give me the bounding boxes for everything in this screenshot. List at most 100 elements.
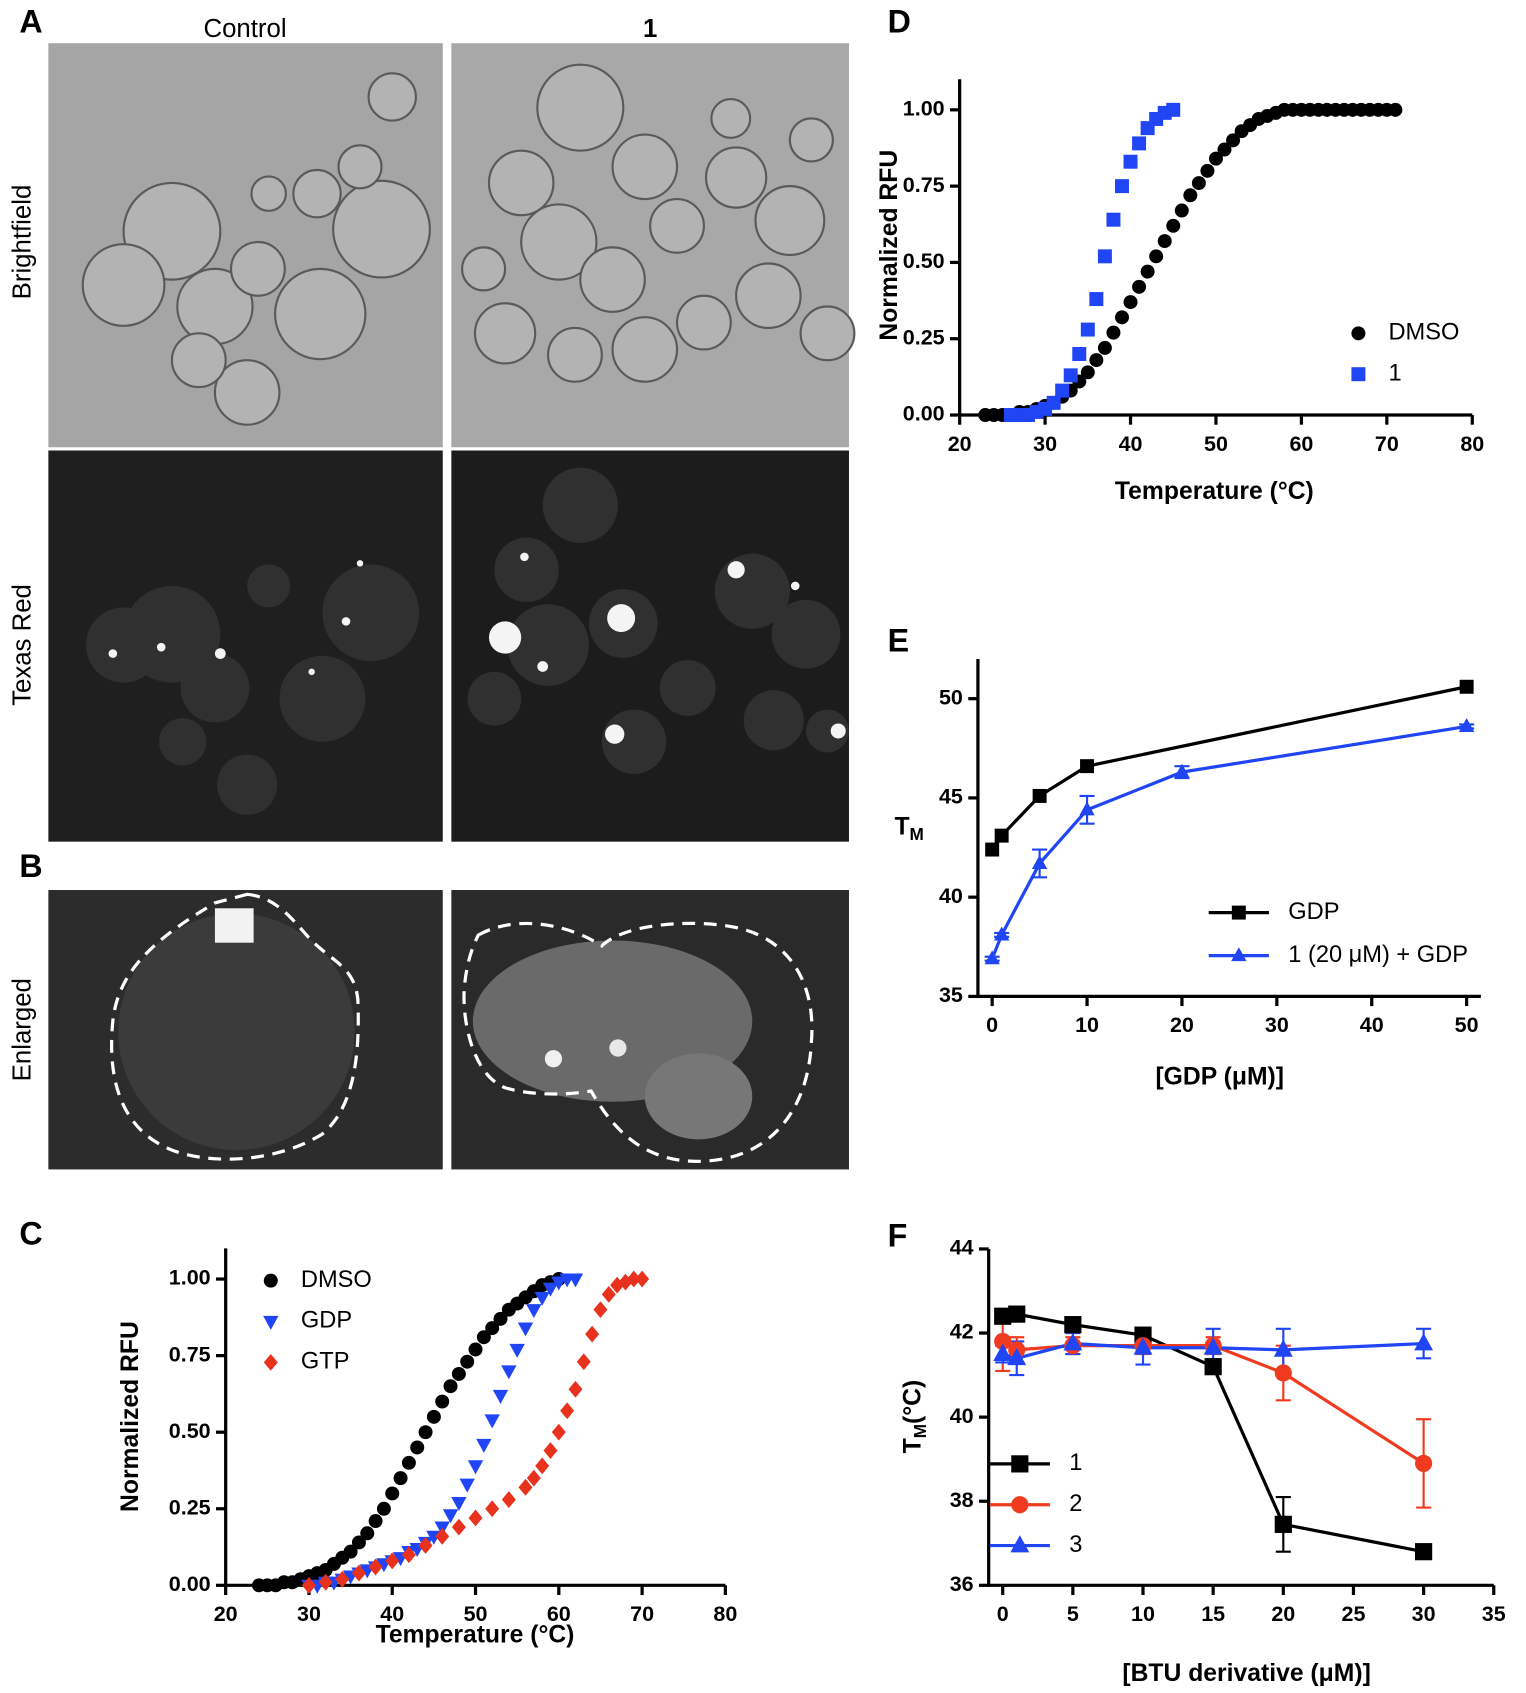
bright-spot	[544, 1050, 563, 1068]
y-axis-title: Normalized RFU	[875, 150, 902, 341]
point	[501, 1365, 517, 1380]
x-tick-label: 40	[380, 1602, 404, 1626]
point	[1080, 759, 1095, 774]
x-tick-label: 30	[1412, 1602, 1436, 1626]
y-tick-label: 0.00	[169, 1572, 211, 1596]
x-tick-label: 80	[713, 1602, 737, 1626]
point	[1123, 295, 1138, 310]
legend-label: 3	[1069, 1532, 1082, 1558]
y-tick-label: 40	[939, 884, 963, 908]
x-tick-label: 70	[1375, 432, 1399, 456]
y-tick-label: 36	[950, 1572, 974, 1596]
y-axis-title: Normalized RFU	[117, 1321, 144, 1512]
y-axis-title-main: T	[899, 1438, 926, 1453]
legend: DMSO GDP GTP	[301, 1267, 372, 1375]
point	[484, 1414, 500, 1429]
point	[517, 1322, 534, 1337]
bright-spot	[214, 908, 254, 943]
x-axis-title: [GDP (μM)]	[1155, 1064, 1284, 1091]
point	[542, 1282, 559, 1297]
x-tick-label: 25	[1342, 1602, 1366, 1626]
point	[551, 1423, 566, 1441]
point	[1274, 1515, 1292, 1533]
point	[994, 1332, 1012, 1351]
legend-label: GDP	[301, 1308, 352, 1334]
point	[534, 1291, 550, 1306]
y-tick-label: 0.75	[169, 1342, 211, 1366]
x-tick-label: 0	[986, 1013, 998, 1037]
y-tick-label: 0.25	[903, 325, 945, 349]
legend-marker	[263, 1315, 279, 1330]
point	[476, 1330, 491, 1345]
point	[1079, 801, 1095, 816]
bright-spots	[108, 552, 846, 744]
legend: DMSO 1	[1388, 320, 1459, 387]
point	[1132, 279, 1147, 294]
point	[1415, 1543, 1433, 1561]
x-tick-label: 30	[1033, 432, 1057, 456]
micrographs	[48, 43, 856, 1170]
legend-label: 1	[1069, 1450, 1082, 1476]
x-tick-label: 10	[1131, 1602, 1155, 1626]
point	[418, 1537, 433, 1554]
point	[360, 1526, 375, 1541]
point	[492, 1389, 509, 1404]
point	[985, 842, 1000, 857]
point	[1008, 1305, 1026, 1323]
point	[1273, 1339, 1293, 1357]
legend-label: 2	[1069, 1491, 1082, 1517]
y-axis-title-main: Normalized RFU	[875, 150, 902, 341]
legend-marker	[1351, 367, 1366, 382]
x-tick-label: 10	[1075, 1013, 1099, 1037]
point	[1174, 203, 1189, 218]
legend-marker	[263, 1353, 278, 1371]
point	[593, 1301, 608, 1319]
point	[393, 1471, 408, 1486]
point	[585, 1325, 600, 1343]
point	[468, 1342, 483, 1357]
x-tick-label: 35	[1482, 1602, 1506, 1626]
x-tick-label: 50	[1455, 1013, 1479, 1037]
point	[560, 1402, 575, 1420]
x-tick-label: 30	[297, 1602, 321, 1626]
legend: GDP 1 (20 μM) + GDP	[1208, 899, 1468, 968]
point	[335, 1570, 350, 1588]
point	[1183, 188, 1198, 203]
point	[301, 1576, 316, 1594]
point	[1080, 365, 1095, 380]
point	[1166, 218, 1181, 233]
point	[1459, 679, 1474, 694]
point	[1133, 1337, 1153, 1355]
point	[368, 1558, 383, 1576]
legend-marker	[1011, 1455, 1029, 1473]
point	[385, 1552, 400, 1570]
point	[401, 1546, 416, 1564]
point	[410, 1440, 425, 1455]
column-header: Control	[203, 15, 286, 43]
series-line	[990, 685, 1467, 851]
point	[1097, 249, 1112, 264]
point	[567, 1273, 584, 1288]
x-tick-label: 40	[1360, 1013, 1384, 1037]
series-line	[990, 724, 1467, 960]
point	[1191, 176, 1206, 191]
outline	[109, 892, 360, 1161]
point	[1132, 136, 1147, 151]
point	[1174, 763, 1190, 778]
point	[426, 1409, 441, 1424]
cell	[118, 913, 355, 1151]
x-axis-title: Temperature (°C)	[376, 1621, 575, 1648]
point	[535, 1457, 550, 1475]
point	[1032, 788, 1047, 803]
legend-marker	[1011, 1496, 1029, 1514]
point	[526, 1304, 542, 1319]
point	[460, 1354, 475, 1369]
legend-marker	[1351, 326, 1366, 341]
legend-marker	[1231, 947, 1247, 962]
x-tick-label: 70	[630, 1602, 654, 1626]
point	[485, 1500, 500, 1518]
point	[1046, 395, 1061, 410]
point	[459, 1478, 475, 1493]
point	[1115, 310, 1129, 325]
